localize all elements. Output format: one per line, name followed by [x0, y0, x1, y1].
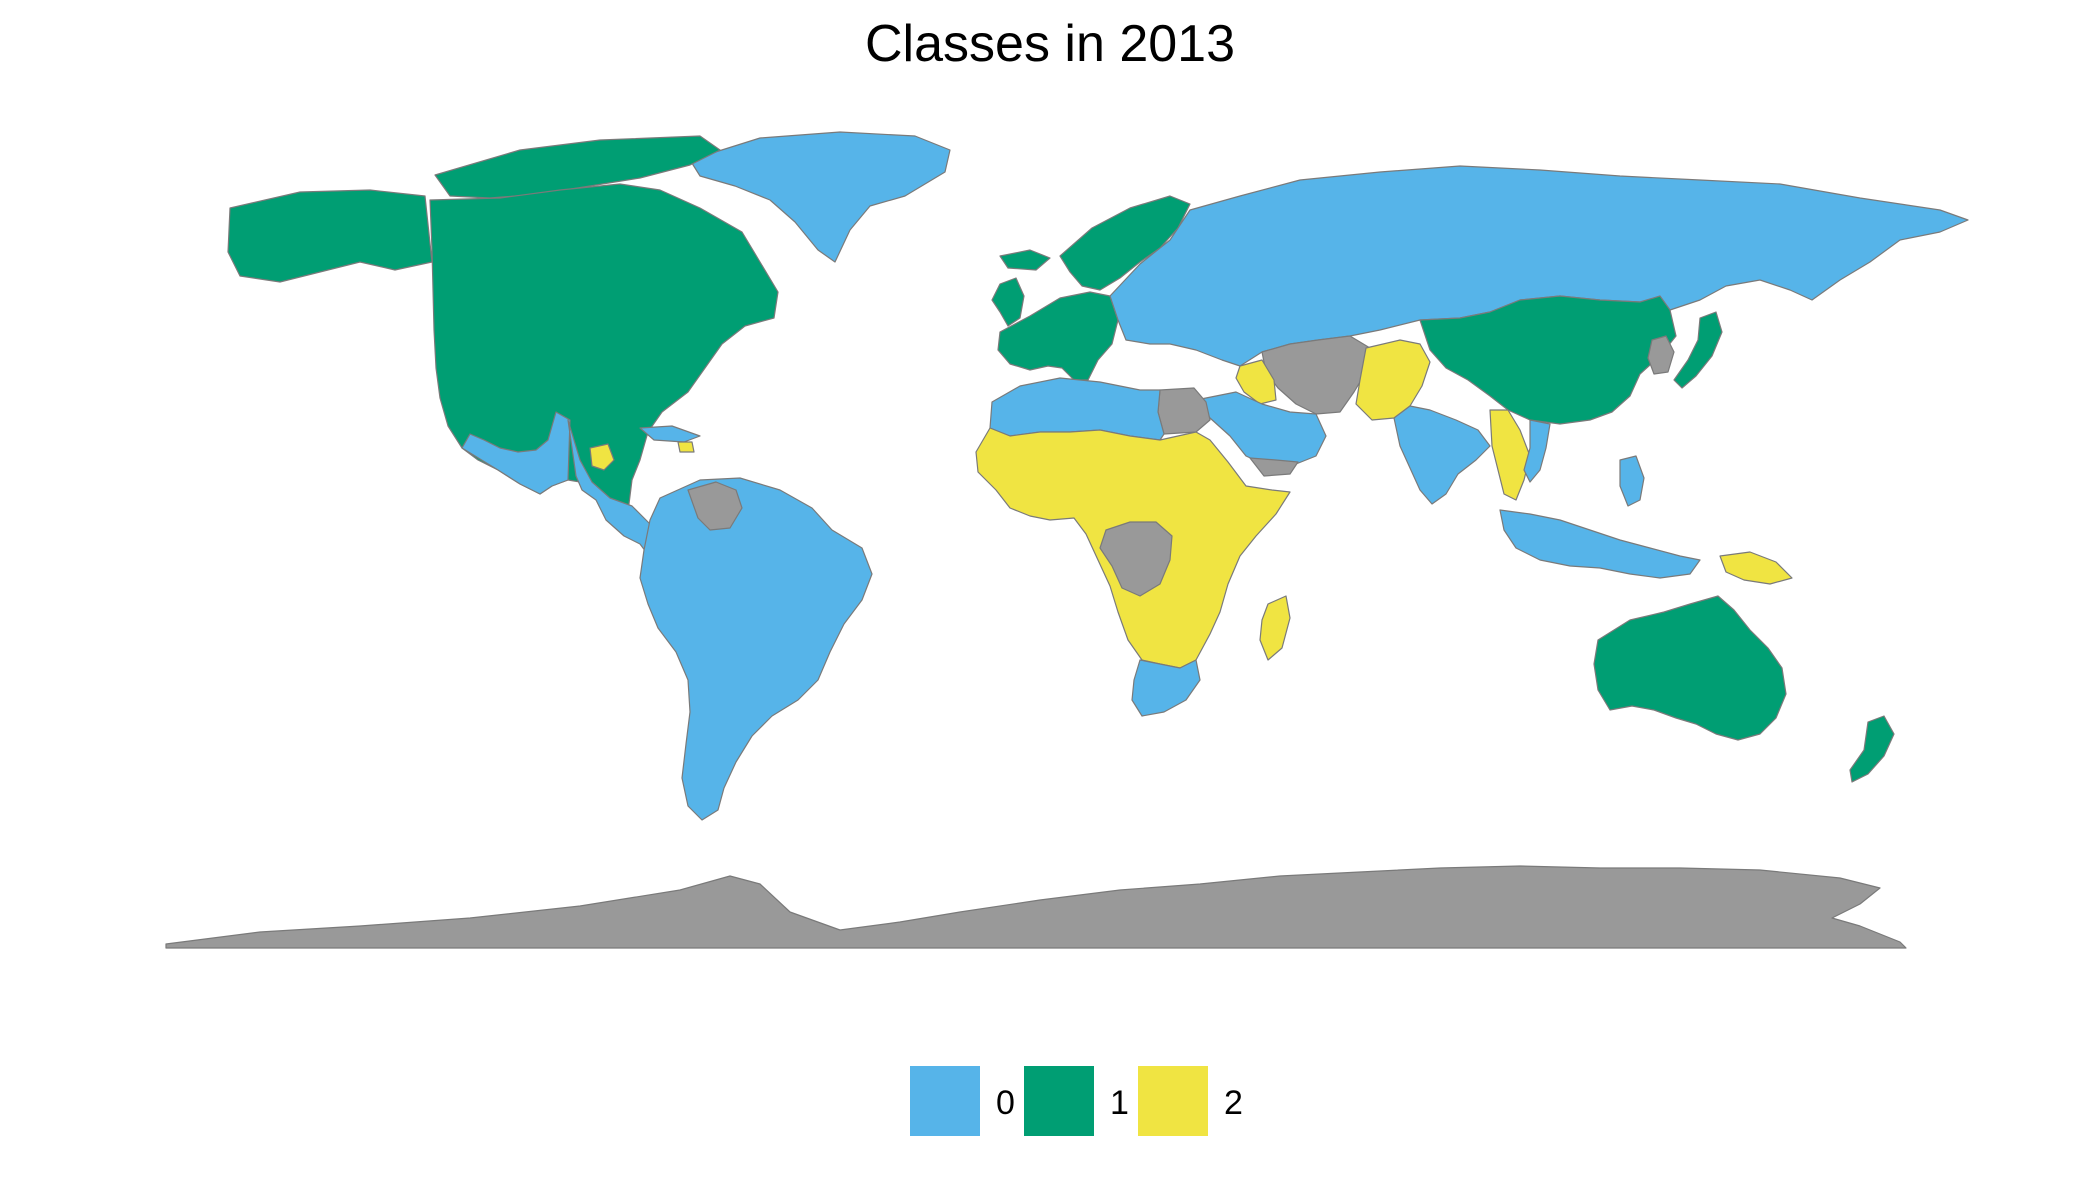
region-myanmar-thailand — [1489, 409, 1531, 501]
region-indonesia-malaysia — [1499, 509, 1701, 579]
region-greenland — [689, 131, 951, 263]
region-madagascar — [1259, 595, 1291, 661]
region-antarctica — [165, 865, 1907, 949]
region-iraq — [1235, 359, 1277, 405]
region-yemen — [1249, 457, 1299, 477]
region-north-africa — [989, 377, 1165, 441]
region-uk-ireland — [991, 277, 1025, 327]
region-india — [1393, 405, 1491, 505]
region-canadian-islands — [434, 135, 721, 199]
region-papua-new-guinea — [1719, 551, 1793, 585]
region-iran-central-asia — [1261, 335, 1371, 415]
region-vietnam — [1523, 419, 1551, 483]
region-philippines — [1619, 455, 1645, 507]
region-haiti — [677, 441, 695, 453]
legend-swatch-0 — [910, 1066, 980, 1136]
legend-swatch-1 — [1024, 1066, 1094, 1136]
region-new-zealand — [1849, 715, 1895, 783]
region-arabia — [1195, 391, 1327, 467]
region-japan — [1673, 311, 1723, 389]
region-western-europe — [997, 291, 1119, 381]
region-australia — [1593, 595, 1787, 741]
region-egypt — [1157, 387, 1211, 435]
region-cuba — [639, 425, 701, 443]
legend: 0 1 2 — [910, 1066, 1243, 1136]
legend-swatch-2 — [1138, 1066, 1208, 1136]
region-southern-africa — [1131, 659, 1201, 717]
legend-label-1: 1 — [1110, 1084, 1129, 1122]
region-korea — [1647, 335, 1675, 375]
region-russia-eastern-europe — [1109, 165, 1969, 367]
region-venezuela — [687, 481, 743, 531]
region-iceland — [999, 249, 1051, 271]
legend-label-0: 0 — [996, 1084, 1015, 1122]
region-alaska — [227, 189, 433, 283]
region-south-america — [639, 477, 873, 821]
legend-label-2: 2 — [1224, 1084, 1243, 1122]
region-china — [1419, 295, 1677, 425]
region-guatemala-honduras — [589, 443, 615, 471]
map-title: Classes in 2013 — [865, 15, 1235, 73]
region-canada-usa — [429, 183, 779, 517]
region-congo — [1099, 521, 1173, 597]
